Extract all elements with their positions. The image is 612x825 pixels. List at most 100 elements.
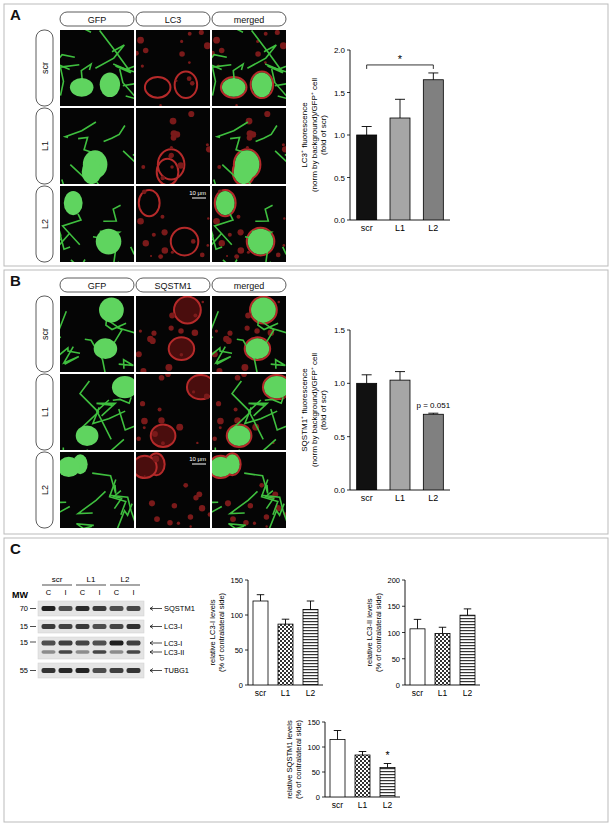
image-header: LC3: [165, 15, 182, 25]
red-dot: [165, 371, 171, 377]
green-neurite: [230, 491, 257, 513]
green-neurite: [215, 214, 233, 245]
bar: [423, 80, 443, 220]
green-cell: [248, 229, 274, 255]
red-dot: [226, 338, 232, 344]
green-neurite: [275, 151, 300, 172]
band-arrow: [150, 641, 162, 645]
micrograph-bg: [212, 30, 286, 106]
red-dot: [159, 375, 165, 381]
green-neurite: [271, 360, 286, 369]
green-cell: [246, 338, 269, 359]
x-tick-label: L1: [395, 223, 405, 233]
error-stem: [387, 764, 388, 768]
micrograph-bg: [60, 186, 134, 262]
green-neurite: [103, 205, 120, 221]
y-tick-label: 100: [307, 743, 320, 752]
green-cell: [64, 191, 83, 215]
error-stem: [400, 99, 401, 118]
lane-label: C: [114, 588, 120, 597]
red-dot: [280, 42, 287, 49]
red-dot: [144, 475, 146, 477]
bar-chart: 050100150scrL1L2relative SQSTM1 levels(%…: [285, 718, 400, 810]
x-tick-label: scr: [361, 223, 373, 233]
red-dot: [200, 253, 205, 258]
x-tick-label: L2: [463, 688, 473, 698]
y-tick-label: 1.0: [334, 131, 346, 140]
green-neurite: [228, 18, 248, 32]
mw-tick: [30, 642, 36, 643]
micrograph-bg: [136, 186, 210, 262]
red-dot: [191, 239, 196, 244]
green-neurite: [41, 331, 61, 347]
green-neurite: [262, 480, 278, 515]
bar: [253, 601, 268, 685]
error-cap: [359, 751, 367, 752]
y-tick-label: 100: [387, 629, 400, 638]
green-neurite: [97, 400, 111, 439]
band-arrow: [150, 625, 162, 629]
error-bar: [428, 73, 438, 80]
bars: [357, 372, 444, 490]
green-neurite: [65, 122, 96, 138]
red-dot: [158, 407, 162, 411]
green-cell: [76, 426, 99, 447]
red-dot: [255, 51, 261, 57]
green-neurite: [275, 64, 295, 86]
red-dot: [158, 417, 164, 423]
error-cap: [414, 619, 422, 620]
green-cell: [210, 457, 232, 477]
green-neurite: [186, 502, 218, 510]
red-dot: [276, 253, 281, 258]
green-neurite: [120, 69, 138, 99]
blot-band: [42, 641, 56, 646]
row-label: scr: [40, 62, 50, 74]
mw-tick: [30, 626, 36, 627]
row-label-box: [36, 452, 53, 528]
error-cap: [257, 594, 265, 595]
micrograph: [207, 18, 303, 107]
blot-band: [110, 624, 124, 629]
error-bar: [439, 627, 447, 633]
group-line: [110, 585, 140, 586]
red-dot: [161, 441, 165, 445]
red-dot: [246, 146, 249, 149]
red-dot: [215, 329, 218, 332]
red-dot: [170, 165, 174, 169]
x-tick-label: L2: [428, 223, 438, 233]
bar: [380, 768, 395, 798]
green-cell: [252, 72, 272, 97]
blot-band: [127, 668, 141, 673]
red-dot: [168, 154, 172, 158]
scale-bar: [192, 198, 206, 199]
red-dot: [171, 135, 177, 141]
x-tick-label: L2: [383, 800, 393, 810]
red-dot: [238, 247, 245, 254]
red-dot: [248, 503, 253, 508]
y-label: (% of contralateral side): [374, 592, 383, 672]
red-dot: [216, 401, 221, 406]
micrograph: [200, 186, 320, 296]
red-dot: [206, 146, 212, 152]
red-dot: [188, 111, 194, 117]
significance-bracket: [367, 65, 434, 69]
red-dot: [169, 313, 175, 319]
error-stem: [467, 609, 468, 615]
band-arrow: [150, 669, 162, 673]
error-cap: [384, 763, 392, 764]
bar: [330, 740, 345, 798]
red-dot: [183, 483, 188, 488]
green-neurite: [252, 30, 282, 70]
blot-band: [42, 668, 56, 673]
red-signal: [157, 159, 179, 185]
red-dot: [193, 313, 197, 317]
red-dot: [219, 48, 225, 54]
group-line: [76, 585, 106, 586]
blot-band: [93, 624, 107, 629]
red-dot: [227, 331, 232, 336]
red-dot: [141, 165, 145, 169]
y-tick-label: 0.0: [334, 486, 346, 495]
x-tick-label: scr: [255, 688, 267, 698]
red-dot: [190, 81, 195, 86]
blot-band: [110, 606, 124, 611]
